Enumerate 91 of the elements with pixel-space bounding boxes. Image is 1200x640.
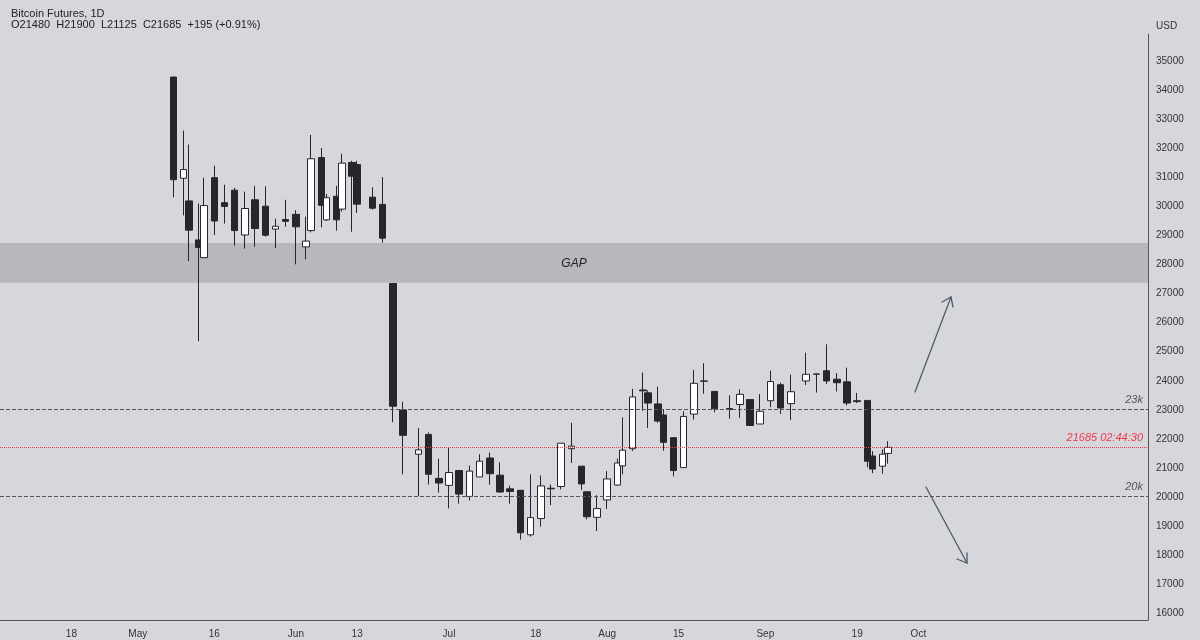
x-tick-label: Jul bbox=[442, 627, 456, 639]
chart-title: Bitcoin Futures, 1D bbox=[11, 6, 105, 19]
candlestick bbox=[231, 187, 238, 247]
candlestick bbox=[690, 369, 698, 421]
candlestick bbox=[282, 199, 289, 228]
x-tick-label: 16 bbox=[208, 627, 221, 639]
candlestick bbox=[853, 392, 861, 404]
candlestick bbox=[746, 399, 754, 427]
candlestick bbox=[170, 76, 177, 198]
x-tick-label: Sep bbox=[756, 627, 775, 639]
x-tick-label: Aug bbox=[598, 627, 617, 639]
candlestick bbox=[476, 453, 483, 478]
candlestick bbox=[813, 373, 820, 394]
candlestick bbox=[455, 470, 463, 505]
y-tick-label: 28000 bbox=[1156, 258, 1185, 270]
candlestick bbox=[578, 465, 585, 491]
y-tick-label: 26000 bbox=[1156, 316, 1185, 328]
candlestick bbox=[843, 367, 851, 406]
y-tick-label: 27000 bbox=[1156, 287, 1185, 299]
candlestick bbox=[823, 343, 830, 385]
y-tick-label: 17000 bbox=[1156, 578, 1185, 590]
candlestick bbox=[802, 352, 810, 386]
x-tick-label: Oct bbox=[910, 627, 927, 639]
x-tick-label: May bbox=[128, 627, 148, 639]
candlestick bbox=[369, 186, 376, 211]
candlestick bbox=[292, 209, 300, 265]
candlestick bbox=[547, 483, 555, 506]
y-tick-label: 35000 bbox=[1156, 54, 1185, 66]
ref-line-label: 23k bbox=[1124, 392, 1144, 405]
x-tick-label: Jun bbox=[287, 627, 304, 639]
candlestick bbox=[251, 185, 259, 248]
ref-line-label: 21685 02:44:30 bbox=[1065, 430, 1144, 443]
candlestick bbox=[389, 283, 397, 423]
candlestick bbox=[537, 474, 545, 528]
candlestick bbox=[211, 165, 218, 236]
candlestick bbox=[486, 451, 494, 486]
candlestick bbox=[435, 458, 443, 494]
x-tick-label: 15 bbox=[673, 627, 685, 639]
candlestick bbox=[767, 370, 774, 408]
y-tick-label: 29000 bbox=[1156, 229, 1185, 241]
band-label: GAP bbox=[561, 255, 587, 270]
x-tick-label: 19 bbox=[851, 627, 864, 639]
chart-subtitle: O21480 H21900 L21125 C21685 +195 (+0.91%) bbox=[11, 17, 261, 30]
candlestick bbox=[445, 447, 453, 509]
candlestick bbox=[593, 494, 601, 532]
candlestick bbox=[557, 442, 565, 490]
y-tick-label: 32000 bbox=[1156, 141, 1185, 153]
y-tick-label: 31000 bbox=[1156, 171, 1185, 182]
x-tick-label: 13 bbox=[351, 627, 364, 639]
x-tick-label: 18 bbox=[65, 627, 78, 639]
y-tick-label: 22000 bbox=[1156, 432, 1185, 444]
candlestick bbox=[833, 372, 841, 392]
y-axis-title: USD bbox=[1156, 19, 1178, 31]
candlestick bbox=[262, 185, 269, 238]
candlestick bbox=[629, 388, 636, 452]
candlestick bbox=[425, 431, 432, 485]
candlestick bbox=[787, 374, 795, 421]
candlestick bbox=[415, 427, 422, 497]
y-tick-label: 30000 bbox=[1156, 200, 1185, 212]
candlestick bbox=[583, 491, 591, 520]
y-tick-label: 20000 bbox=[1156, 490, 1185, 502]
y-tick-label: 16000 bbox=[1156, 607, 1185, 619]
candlestick bbox=[603, 470, 611, 510]
y-tick-label: 25000 bbox=[1156, 345, 1185, 357]
y-tick-label: 34000 bbox=[1156, 83, 1185, 95]
candlestick bbox=[399, 401, 407, 475]
candlestick bbox=[700, 362, 708, 395]
candlestick bbox=[496, 461, 504, 494]
candlestick bbox=[466, 465, 473, 501]
y-tick-label: 19000 bbox=[1156, 519, 1185, 531]
candlestick bbox=[736, 388, 744, 419]
candlestick bbox=[756, 393, 764, 425]
x-tick-label: 18 bbox=[530, 627, 542, 639]
y-tick-label: 18000 bbox=[1156, 549, 1185, 561]
candlestick bbox=[670, 437, 677, 477]
y-tick-label: 23000 bbox=[1156, 403, 1185, 415]
candlestick bbox=[379, 176, 386, 244]
y-tick-label: 33000 bbox=[1156, 112, 1185, 124]
candlestick bbox=[221, 184, 228, 225]
candlestick bbox=[711, 390, 718, 413]
candlestick bbox=[568, 422, 575, 464]
candlestick bbox=[506, 485, 514, 505]
candlestick bbox=[272, 218, 279, 249]
ref-line-label: 20k bbox=[1124, 479, 1144, 492]
candlestick bbox=[680, 410, 687, 469]
candlestick bbox=[777, 382, 784, 415]
candlestick bbox=[527, 473, 534, 538]
y-tick-label: 21000 bbox=[1156, 461, 1185, 473]
candlestick bbox=[241, 191, 249, 250]
y-tick-label: 24000 bbox=[1156, 374, 1185, 386]
candlestick bbox=[517, 489, 524, 541]
